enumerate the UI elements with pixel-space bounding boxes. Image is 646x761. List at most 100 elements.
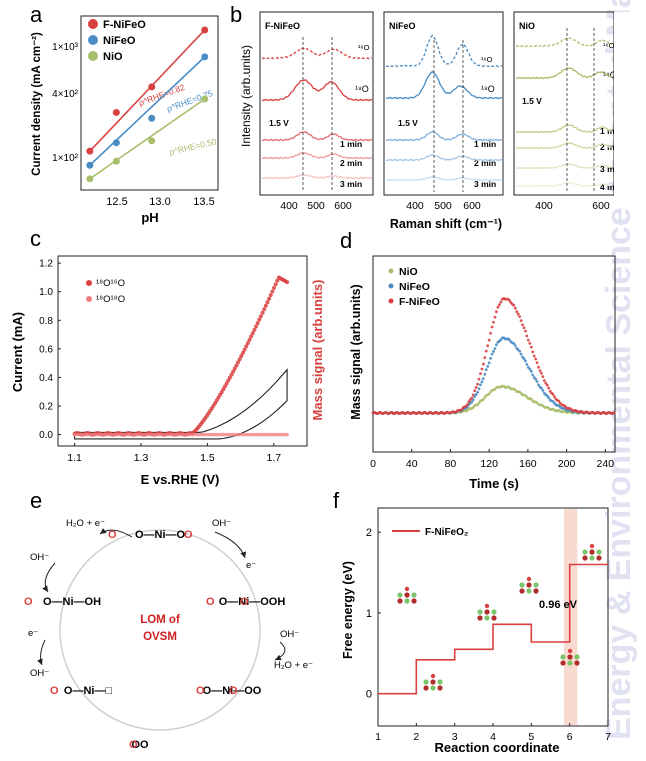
mass-trace-F-NiFeO xyxy=(547,386,551,390)
mass-signal-18o18o xyxy=(264,432,268,437)
lom-species: OH⁻ xyxy=(30,552,49,563)
mass-trace-NiFeO xyxy=(519,352,523,356)
mass-trace-NiFeO xyxy=(492,350,495,353)
mass-trace-F-NiFeO xyxy=(515,310,519,314)
mass-signal-18o18o xyxy=(245,432,250,437)
legend-marker xyxy=(86,296,92,302)
raman-label: 2 min xyxy=(474,158,496,168)
mass-signal-18o16o xyxy=(231,369,236,374)
mass-trace-NiO xyxy=(481,398,485,401)
legend-marker xyxy=(86,280,92,286)
spectrum-fnifeo-3min xyxy=(261,173,373,180)
panel-c-ytick: 0.0 xyxy=(39,430,53,441)
mass-trace-F-NiFeO xyxy=(545,383,549,387)
atom xyxy=(437,685,443,691)
structure-model-icon xyxy=(423,673,443,691)
panel-b-xtick: 400 xyxy=(280,200,298,212)
mass-trace-F-NiFeO xyxy=(481,362,485,366)
spectrum-fnifeo-1min xyxy=(261,131,373,142)
lom-species: H₂O + e⁻ xyxy=(274,660,313,671)
panel-d-axes: 0 40 80 120 160 200 240 xyxy=(370,449,614,470)
legend-marker-nifeo xyxy=(88,35,98,45)
mass-trace-F-NiFeO xyxy=(542,379,546,382)
mass-signal-18o18o xyxy=(185,432,189,437)
panel-b-label: b xyxy=(230,2,242,27)
mass-signal-18o18o xyxy=(97,432,101,437)
mass-signal-18o18o xyxy=(179,432,183,437)
panel-c-ytick: 0.8 xyxy=(39,316,53,327)
atom xyxy=(430,685,436,691)
mass-trace-F-NiFeO xyxy=(612,411,616,414)
mass-trace-F-NiFeO xyxy=(477,377,481,381)
legend-marker xyxy=(388,298,394,304)
panel-f-xtick: 5 xyxy=(528,731,534,743)
lom-species: OH⁻ xyxy=(30,668,49,679)
mass-signal-18o16o xyxy=(244,344,249,349)
mass-signal-18o16o xyxy=(224,381,229,386)
panel-a-plot xyxy=(86,26,209,183)
lom-state-bottom: OO xyxy=(131,739,149,751)
mass-trace-F-NiFeO xyxy=(535,361,539,365)
mass-signal-18o18o xyxy=(163,432,168,437)
reaction-arrow xyxy=(274,641,286,661)
mass-signal-18o16o xyxy=(268,293,273,298)
panel-f-label: f xyxy=(333,488,340,513)
panel-f-ylabel: Free energy (eV) xyxy=(341,561,355,659)
atom xyxy=(411,592,417,598)
mass-signal-18o18o xyxy=(242,432,247,437)
lom-species: e⁻ xyxy=(246,560,256,571)
mass-trace-F-NiFeO xyxy=(487,338,491,342)
atom xyxy=(596,549,602,555)
lom-center-line2: OVSM xyxy=(143,631,177,643)
panel-f-xtick: 4 xyxy=(490,731,496,743)
mass-signal-18o18o xyxy=(115,432,119,437)
panel-d-legend: NiFeO xyxy=(399,281,430,293)
panel-f-xtick: 1 xyxy=(375,731,381,743)
mass-trace-F-NiFeO xyxy=(522,326,526,330)
mass-signal-18o18o xyxy=(121,432,125,437)
panel-d-plot xyxy=(371,297,616,415)
lom-center-line1: LOM of xyxy=(140,614,180,626)
mass-trace-F-NiFeO xyxy=(486,344,490,348)
mass-signal-18o18o xyxy=(257,432,262,437)
mass-signal-18o16o xyxy=(270,289,275,294)
mass-signal-18o18o xyxy=(106,432,110,437)
reaction-arrow xyxy=(214,531,247,559)
mass-trace-NiFeO xyxy=(547,396,551,400)
fit-line-NiO xyxy=(89,98,206,180)
data-point-F-NiFeO xyxy=(112,108,120,116)
mass-trace-NiFeO xyxy=(484,368,488,372)
adsorbate-atom xyxy=(484,603,490,609)
atom xyxy=(560,654,566,660)
panel-b-ylabel: Intensity (arb.units) xyxy=(239,45,253,147)
panel-d-ylabel: Mass signal (arb.units) xyxy=(349,284,363,419)
mass-signal-18o18o xyxy=(194,432,198,437)
lom-species: OH⁻ xyxy=(280,629,299,640)
mass-trace-NiFeO xyxy=(486,365,490,368)
panel-b-xtick: 600 xyxy=(463,200,481,212)
atom xyxy=(404,598,410,604)
panel-b1-frame xyxy=(259,11,374,196)
panel-b-xtick: 400 xyxy=(535,200,553,212)
spectrum-nifeo-16o xyxy=(385,34,503,68)
oxygen-atom: O xyxy=(129,739,138,751)
lom-state-right: O—Ni—OOH xyxy=(219,596,286,608)
mass-trace-F-NiFeO xyxy=(492,320,495,324)
mass-signal-18o16o xyxy=(236,360,241,365)
panel-b-subtitle: F-NiFeO xyxy=(265,21,300,31)
mass-signal-18o18o xyxy=(169,432,174,437)
raman-label: ¹⁸O xyxy=(355,84,369,94)
mass-trace-NiFeO xyxy=(513,344,517,348)
panel-d-frame xyxy=(372,255,616,453)
mass-signal-18o18o xyxy=(72,432,77,437)
mass-trace-NiFeO xyxy=(480,380,484,384)
panel-b-xtick: 500 xyxy=(434,200,452,212)
raman-label: 1 min xyxy=(340,139,362,149)
atom xyxy=(484,615,490,621)
mass-trace-F-NiFeO xyxy=(467,400,471,404)
mass-trace-F-NiFeO xyxy=(531,350,535,354)
mass-trace-F-NiFeO xyxy=(553,395,556,399)
panel-d-legend: NiO xyxy=(399,266,418,278)
mass-signal-18o16o xyxy=(240,350,245,355)
spectrum-fnifeo-16o xyxy=(261,47,373,60)
